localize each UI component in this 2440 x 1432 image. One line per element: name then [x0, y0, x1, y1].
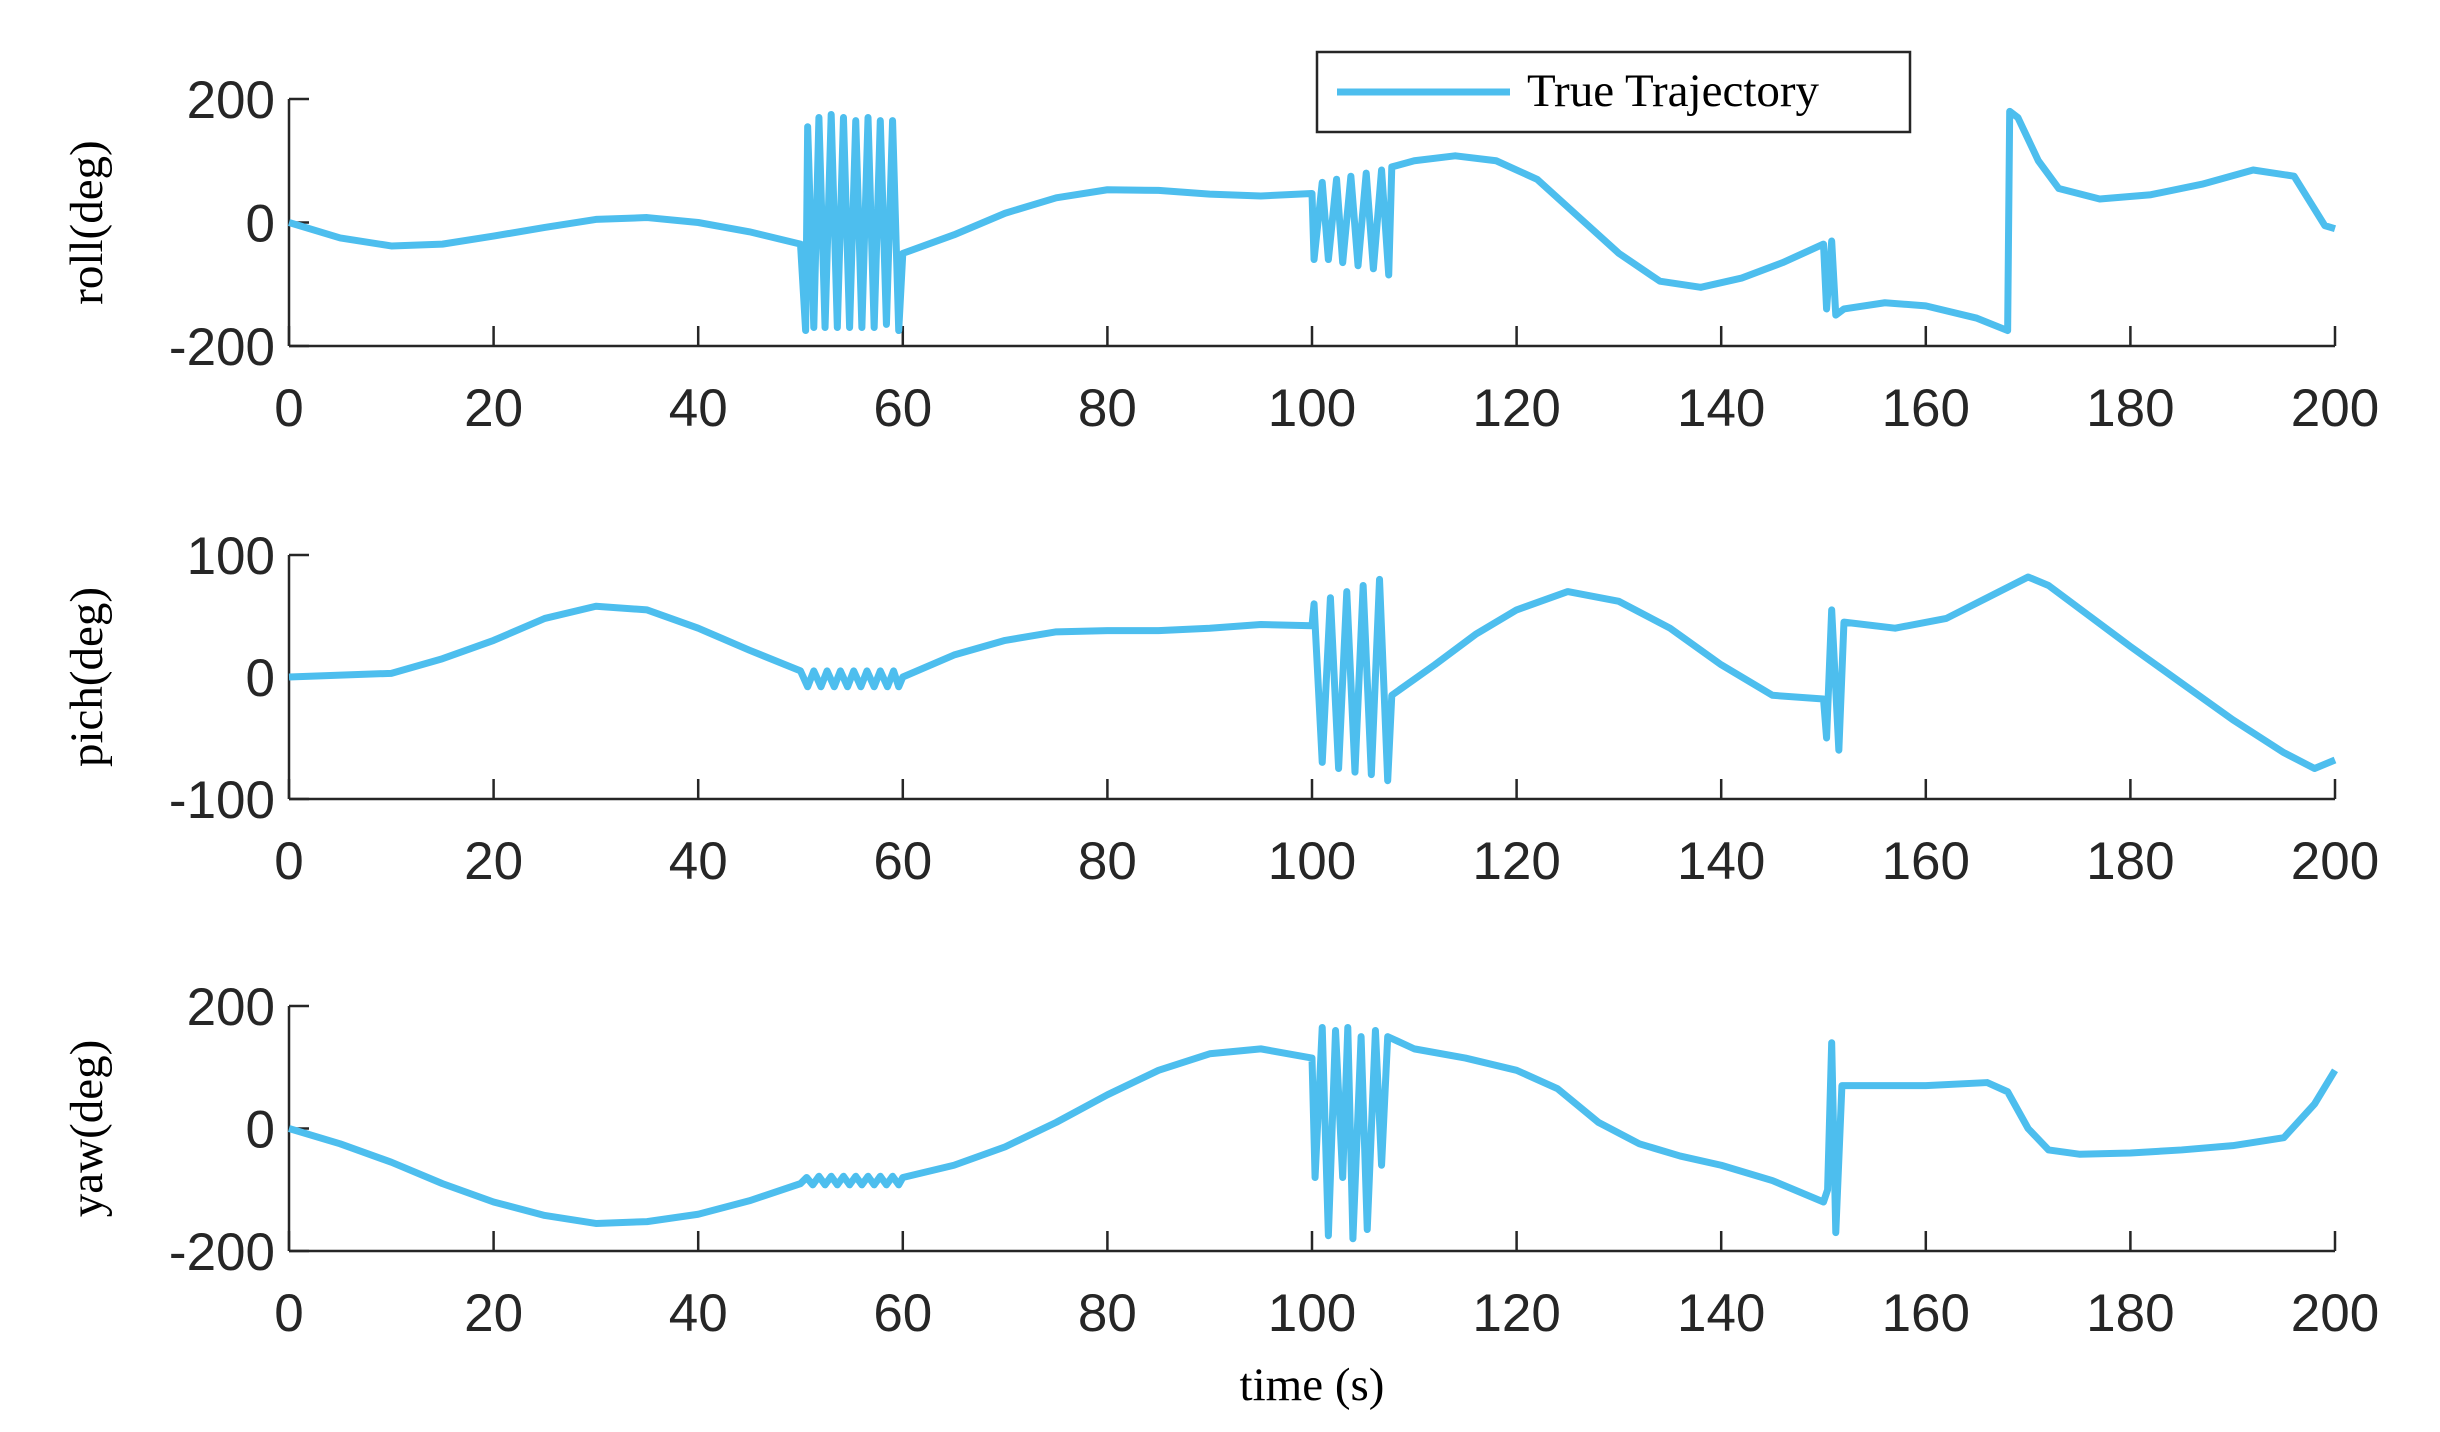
y-tick-label: 0 — [246, 195, 275, 254]
x-tick-label: 100 — [1268, 832, 1356, 891]
x-tick-label: 160 — [1882, 1284, 1970, 1343]
x-tick-label: 180 — [2086, 379, 2174, 438]
x-tick-label: 100 — [1268, 379, 1356, 438]
x-tick-label: 80 — [1078, 379, 1137, 438]
legend-label: True Trajectory — [1527, 65, 1820, 117]
x-tick-label: 0 — [274, 832, 303, 891]
x-tick-label: 160 — [1882, 832, 1970, 891]
x-tick-label: 180 — [2086, 1284, 2174, 1343]
y-axis-label: pich(deg) — [61, 587, 113, 767]
x-tick-label: 20 — [464, 379, 523, 438]
x-tick-label: 60 — [873, 832, 932, 891]
x-tick-label: 120 — [1472, 832, 1560, 891]
x-tick-label: 160 — [1882, 379, 1970, 438]
x-tick-label: 60 — [873, 1284, 932, 1343]
x-tick-label: 40 — [669, 1284, 728, 1343]
x-tick-label: 80 — [1078, 1284, 1137, 1343]
x-tick-label: 200 — [2291, 379, 2379, 438]
y-tick-label: 200 — [187, 71, 275, 130]
x-tick-label: 200 — [2291, 832, 2379, 891]
y-tick-label: 0 — [246, 1101, 275, 1160]
x-tick-label: 0 — [274, 1284, 303, 1343]
x-tick-label: 20 — [464, 1284, 523, 1343]
x-tick-label: 80 — [1078, 832, 1137, 891]
y-tick-label: 100 — [187, 527, 275, 586]
x-tick-label: 200 — [2291, 1284, 2379, 1343]
x-tick-label: 40 — [669, 379, 728, 438]
x-tick-label: 100 — [1268, 1284, 1356, 1343]
y-axis-label: roll(deg) — [61, 140, 113, 304]
x-tick-label: 20 — [464, 832, 523, 891]
x-tick-label: 60 — [873, 379, 932, 438]
data-line — [288, 573, 2337, 785]
x-axis-label: time (s) — [1240, 1359, 1385, 1411]
data-line — [287, 107, 2337, 335]
y-tick-label: 200 — [187, 978, 275, 1037]
data-line — [287, 1023, 2338, 1243]
x-tick-label: 120 — [1472, 379, 1560, 438]
y-tick-label: -200 — [169, 318, 275, 377]
x-tick-label: 40 — [669, 832, 728, 891]
x-tick-label: 120 — [1472, 1284, 1560, 1343]
y-tick-label: -200 — [169, 1223, 275, 1282]
y-tick-label: 0 — [246, 649, 275, 708]
x-tick-label: 180 — [2086, 832, 2174, 891]
x-tick-label: 140 — [1677, 379, 1765, 438]
x-tick-label: 140 — [1677, 1284, 1765, 1343]
y-axis-label: yaw(deg) — [61, 1040, 113, 1217]
x-tick-label: 140 — [1677, 832, 1765, 891]
x-tick-label: 0 — [274, 379, 303, 438]
y-tick-label: -100 — [169, 771, 275, 830]
